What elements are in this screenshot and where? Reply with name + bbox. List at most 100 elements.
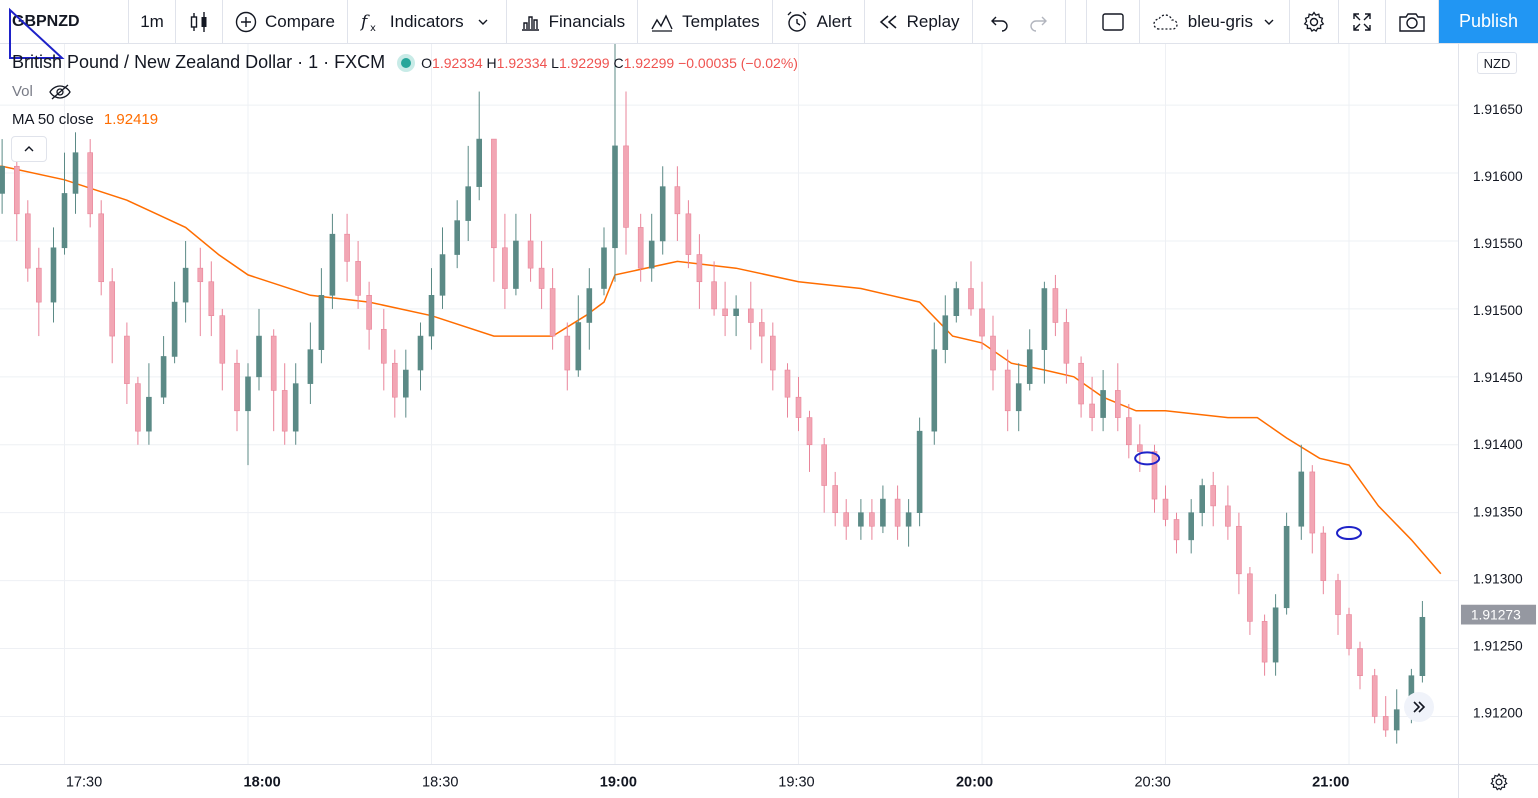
time-tick-label: 19:00 [600, 774, 637, 790]
candle-down [219, 315, 226, 364]
interval-button[interactable]: 1m [129, 0, 176, 43]
candle-down [1261, 621, 1268, 663]
price-tick-label: 1.91400 [1473, 436, 1523, 452]
candle-down [124, 335, 130, 384]
candle-up [160, 356, 167, 398]
candle-down [109, 281, 116, 337]
price-chart[interactable] [0, 44, 1458, 764]
compare-button[interactable]: Compare [223, 0, 348, 43]
candle-down [36, 267, 42, 303]
candle-up [146, 396, 152, 432]
snapshot-button[interactable] [1386, 0, 1439, 43]
candle-down [784, 369, 791, 398]
candle-up [880, 498, 886, 527]
svg-text:x: x [370, 23, 376, 33]
candle-up [0, 165, 5, 194]
candle-down [968, 288, 974, 310]
candle-up [1026, 349, 1033, 384]
low-value: 1.92299 [558, 55, 610, 71]
gear-icon [1489, 772, 1508, 790]
candle-down [806, 417, 813, 446]
candle-down [747, 308, 754, 323]
price-axis[interactable]: 1.91650 1.91600 1.91550 1.91500 1.91450 1.914… [1458, 44, 1538, 764]
gear-icon [1303, 10, 1325, 32]
candle-up [403, 369, 409, 398]
price-tick-label: 1.91600 [1473, 168, 1523, 184]
fullscreen-layout-button[interactable] [1087, 0, 1140, 43]
candle-up [1393, 709, 1400, 731]
candle-down [1004, 369, 1011, 412]
candle-up [905, 512, 912, 527]
rewind-icon [879, 14, 897, 29]
chart-type-button[interactable] [176, 0, 223, 43]
camera-icon [1399, 12, 1425, 32]
candle-down [1078, 362, 1084, 405]
indicators-label: Indicators [389, 11, 464, 31]
candle-down [637, 227, 644, 269]
alert-button[interactable]: Alert [773, 0, 865, 43]
candle-down [1335, 580, 1341, 615]
scroll-to-realtime-button[interactable] [1404, 692, 1434, 722]
undo-button[interactable] [973, 0, 1019, 43]
collapse-legend-button[interactable] [11, 136, 47, 162]
drawing-triangle-icon [9, 7, 65, 59]
candle-down [1173, 519, 1180, 541]
eye-off-icon[interactable] [49, 84, 71, 100]
time-tick-label: 18:30 [422, 774, 458, 790]
settings-button[interactable] [1290, 0, 1339, 43]
chart-marker [1134, 451, 1161, 466]
close-key: C [613, 55, 624, 71]
candles-layer [0, 44, 1426, 744]
time-axis[interactable]: 17:30 18:00 18:30 19:00 19:30 20:00 20:30 21:00 [0, 764, 1458, 798]
templates-button[interactable]: Templates [638, 0, 773, 43]
candle-up [931, 349, 938, 432]
candle-down [674, 186, 681, 215]
redo-button[interactable] [1019, 0, 1066, 43]
candle-down [491, 138, 497, 249]
symbol-title[interactable]: British Pound / New Zealand Dollar · 1 ·… [12, 52, 386, 72]
candle-down [1114, 390, 1121, 418]
candle-down [234, 362, 240, 412]
replay-button[interactable]: Replay [865, 0, 973, 43]
fullscreen-button[interactable] [1339, 0, 1386, 43]
chart-legend: British Pound / New Zealand Dollar · 1 ·… [12, 52, 798, 73]
ma-legend-row[interactable]: MA 50 close 1.92419 [12, 111, 158, 128]
candle-up [1015, 383, 1022, 412]
symbol-label: GBPNZD [12, 12, 80, 30]
candle-down [795, 396, 802, 418]
layout-selector[interactable]: bleu-gris [1140, 0, 1290, 43]
symbol-search-button[interactable]: GBPNZD [0, 0, 129, 43]
candle-up [733, 308, 739, 316]
volume-legend-row[interactable]: Vol [12, 83, 71, 100]
candle-down [1357, 648, 1363, 676]
candle-up [1188, 512, 1194, 541]
time-tick-label: 20:00 [956, 774, 993, 790]
candle-down [623, 145, 629, 228]
candle-down [1151, 451, 1158, 500]
candle-down [366, 295, 372, 330]
chart-grid [0, 44, 1458, 764]
candles-icon [190, 11, 207, 32]
price-tick-label: 1.91500 [1473, 302, 1523, 318]
axis-settings-button[interactable] [1458, 764, 1538, 798]
close-value: 1.92299 [623, 55, 675, 71]
time-tick-label: 19:30 [778, 774, 814, 790]
candle-down [380, 328, 387, 364]
candle-down [1236, 525, 1242, 575]
chevron-down-icon [478, 19, 488, 25]
candle-down [758, 322, 765, 337]
double-chevron-right-icon [1413, 701, 1426, 713]
compare-label: Compare [265, 11, 335, 31]
publish-button[interactable]: Publish [1438, 0, 1538, 43]
candle-up [329, 233, 336, 296]
volume-label: Vol [12, 83, 33, 100]
plus-circle-icon [235, 11, 257, 32]
cloud-icon [1153, 13, 1178, 30]
candle-down [1137, 444, 1143, 452]
markers-layer [1134, 451, 1362, 541]
currency-badge[interactable]: NZD [1477, 52, 1517, 74]
candle-up [953, 288, 960, 316]
financials-button[interactable]: Financials [507, 0, 639, 43]
